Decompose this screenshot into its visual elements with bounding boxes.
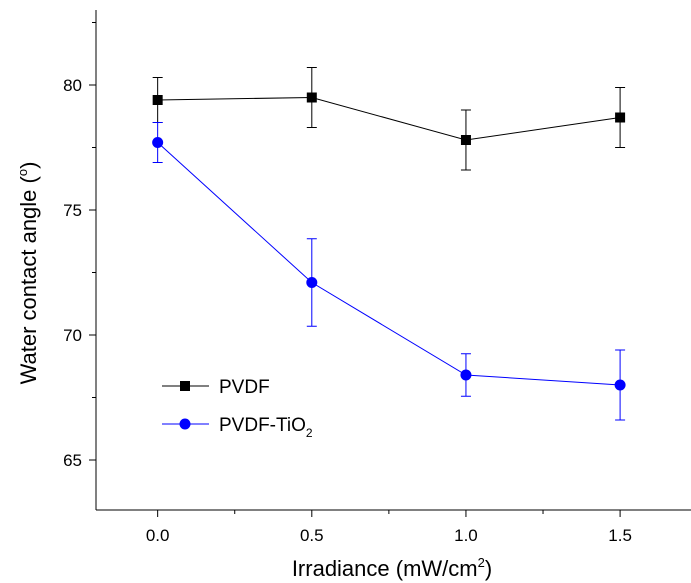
series-line [157,96,621,141]
x-ticks: 0.0 0.5 1.0 1.5 [146,510,632,545]
axes [95,10,691,511]
y-tick-label: 65 [63,451,82,470]
legend-marker [179,418,191,430]
y-ticks: 65 70 75 80 [63,22,96,470]
x-tick-label: 0.5 [300,526,324,545]
series-layer [152,67,626,421]
y-tick-label: 70 [63,326,82,345]
y-tick-label: 75 [63,201,82,220]
legend-marker [180,381,190,391]
series-circle [152,122,626,421]
legend: PVDF PVDF-TiO2 [162,377,313,440]
series-square [152,67,626,171]
x-tick-label: 0.0 [146,526,170,545]
legend-label: PVDF-TiO2 [219,415,313,440]
legend-label: PVDF [219,377,270,398]
x-axis-title: Irradiance (mW/cm2) [292,555,492,581]
data-point [306,92,317,103]
data-point [306,277,318,288]
data-point [460,135,471,145]
data-point [460,369,472,381]
data-point [615,112,626,123]
x-tick-label: 1.5 [608,526,632,545]
y-axis-title: Water contact angle (o) [15,162,41,385]
data-point [152,95,163,105]
data-point [152,137,164,148]
series-line [157,142,621,386]
data-point [614,379,626,391]
y-tick-label: 80 [63,76,82,95]
x-tick-label: 1.0 [454,526,478,545]
